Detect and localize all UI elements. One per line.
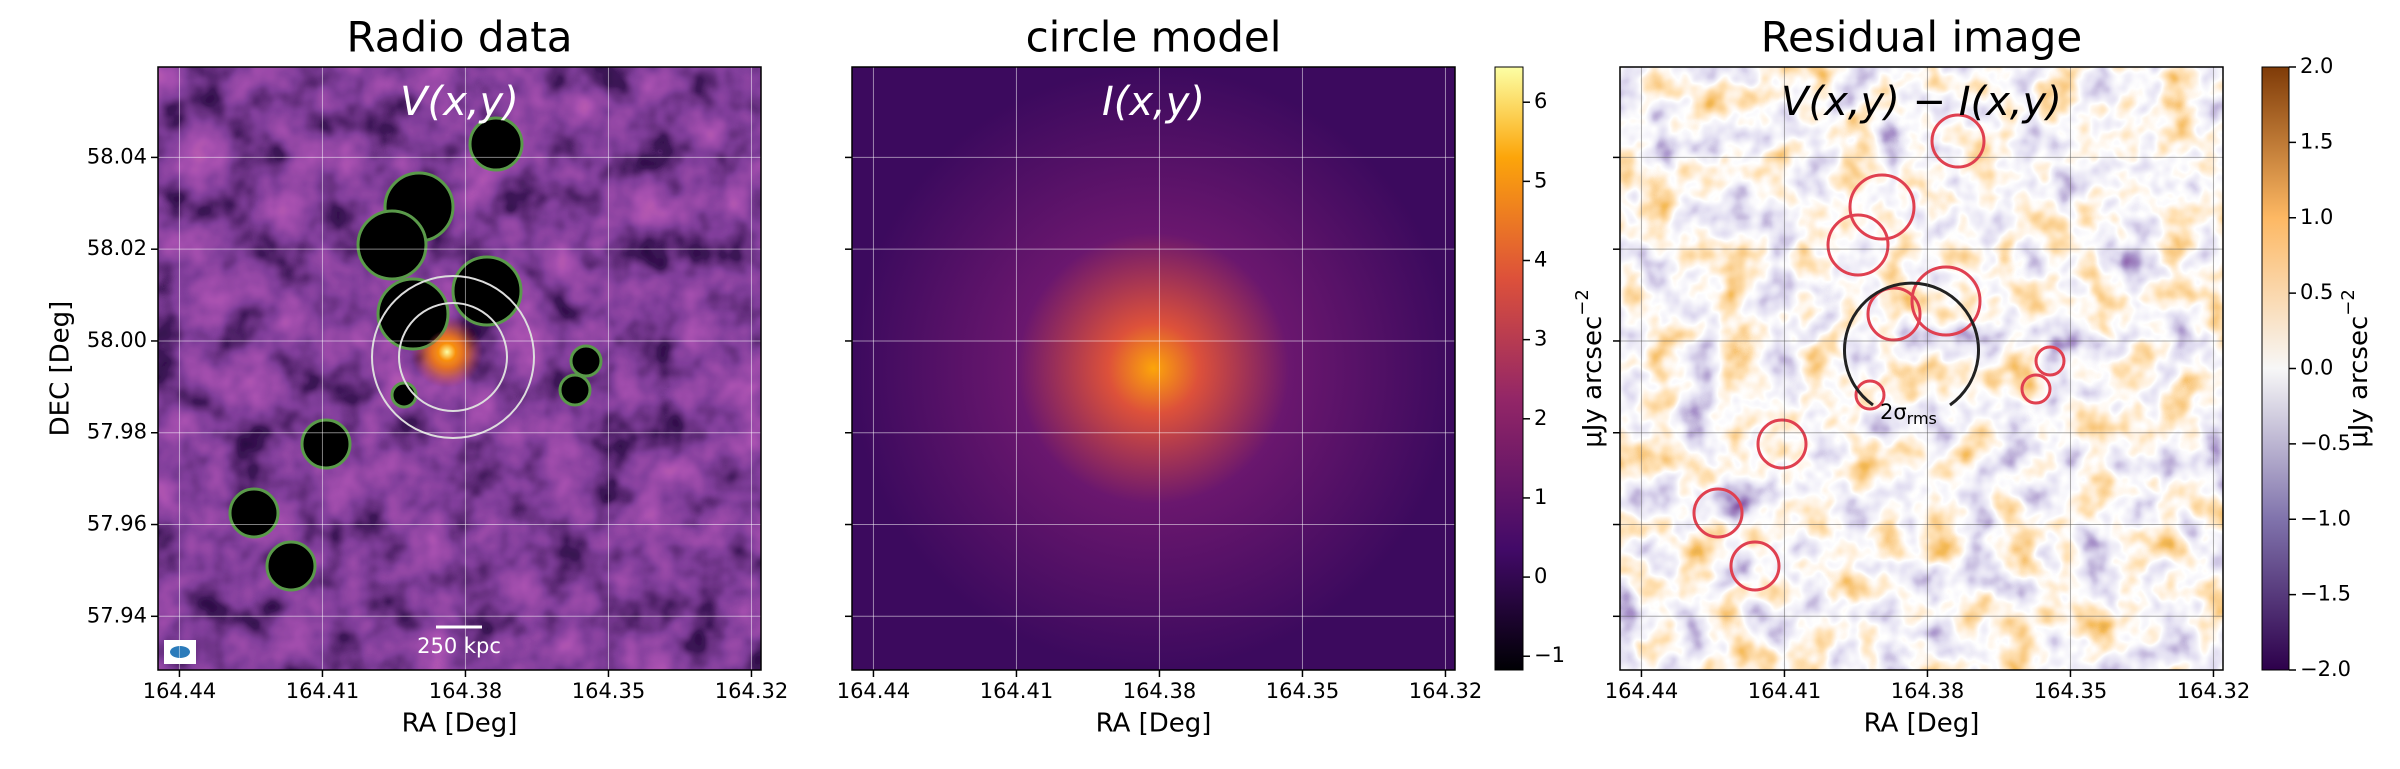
- panel-title: Residual image: [1761, 13, 2083, 62]
- y-tick-label: 57.98: [87, 420, 147, 444]
- plot-frame: [157, 66, 762, 671]
- x-tick-label: 164.38: [1123, 679, 1196, 703]
- x-tick-label: 164.44: [1605, 679, 1678, 703]
- x-tick-label: 164.41: [286, 679, 359, 703]
- colorbar-label-unit: μJy arcsec: [2344, 316, 2374, 448]
- panel-annotation: V(x,y) − I(x,y): [1781, 79, 2062, 125]
- plot-frame: [851, 66, 1456, 671]
- x-tick-label: 164.35: [572, 679, 645, 703]
- x-tick-label: 164.32: [715, 679, 788, 703]
- x-tick-label: 164.32: [2177, 679, 2250, 703]
- x-tick-label: 164.44: [837, 679, 910, 703]
- colorbar-tick-label: 1.0: [2300, 205, 2333, 229]
- model-image: [852, 67, 1455, 670]
- x-tick-label: 164.41: [980, 679, 1053, 703]
- colorbar-tick-label: −0.5: [2300, 431, 2351, 455]
- x-tick-label: 164.41: [1748, 679, 1821, 703]
- x-axis-label: RA [Deg]: [1096, 709, 1212, 739]
- colorbar-label-power: −2: [1572, 289, 1593, 316]
- x-tick-label: 164.38: [429, 679, 502, 703]
- panel-annotation: V(x,y): [400, 79, 519, 125]
- colorbar-tick-label: 2.0: [2300, 54, 2333, 78]
- colorbar-tick-label: 5: [1534, 168, 1547, 192]
- y-tick-label: 57.94: [87, 603, 147, 627]
- colorbar-tick-label: 1: [1534, 485, 1547, 509]
- panel-title: Radio data: [347, 13, 573, 62]
- colorbar-label: μJy arcsec−2: [1572, 289, 1608, 448]
- x-tick-label: 164.35: [1266, 679, 1339, 703]
- colorbar-tick-label: 2: [1534, 406, 1547, 430]
- residual-image: [1620, 67, 2223, 670]
- y-tick-label: 57.96: [87, 512, 147, 536]
- y-axis-label: DEC [Deg]: [46, 301, 76, 437]
- colorbar-tick-label: 4: [1534, 248, 1547, 272]
- panel-annotation: I(x,y): [1102, 79, 1205, 125]
- y-tick-label: 58.02: [87, 236, 147, 260]
- y-tick-label: 58.04: [87, 144, 147, 168]
- x-tick-label: 164.32: [1409, 679, 1482, 703]
- colorbar-tick-label: 1.5: [2300, 129, 2333, 153]
- arc-label-sub: rms: [1907, 409, 1937, 428]
- x-axis-label: RA [Deg]: [1864, 709, 1980, 739]
- colorbar: [2261, 66, 2290, 671]
- x-tick-label: 164.35: [2034, 679, 2107, 703]
- colorbar-tick-label: −1.0: [2300, 506, 2351, 530]
- x-tick-label: 164.44: [143, 679, 216, 703]
- colorbar-tick-label: 0: [1534, 564, 1547, 588]
- x-axis-label: RA [Deg]: [402, 709, 518, 739]
- colorbar-tick-label: 3: [1534, 327, 1547, 351]
- radio-image: [158, 67, 761, 670]
- x-tick-label: 164.38: [1891, 679, 1964, 703]
- colorbar-label: μJy arcsec−2: [2338, 289, 2374, 448]
- panel-title: circle model: [1026, 13, 1282, 62]
- colorbar-label-power: −2: [2338, 289, 2359, 316]
- arc-label: 2σrms: [1880, 400, 1937, 428]
- colorbar-tick-label: −2.0: [2300, 657, 2351, 681]
- scalebar-label: 250 kpc: [417, 634, 501, 658]
- colorbar-tick-label: 6: [1534, 89, 1547, 113]
- colorbar-tick-label: −1: [1534, 643, 1565, 667]
- y-tick-label: 58.00: [87, 328, 147, 352]
- colorbar-tick-label: 0.5: [2300, 280, 2333, 304]
- colorbar-tick-label: −1.5: [2300, 582, 2351, 606]
- colorbar: [1494, 66, 1524, 671]
- arc-label-main: 2σ: [1880, 400, 1907, 424]
- colorbar-label-unit: μJy arcsec: [1578, 316, 1608, 448]
- colorbar-tick-label: 0.0: [2300, 356, 2333, 380]
- plot-frame: [1619, 66, 2224, 671]
